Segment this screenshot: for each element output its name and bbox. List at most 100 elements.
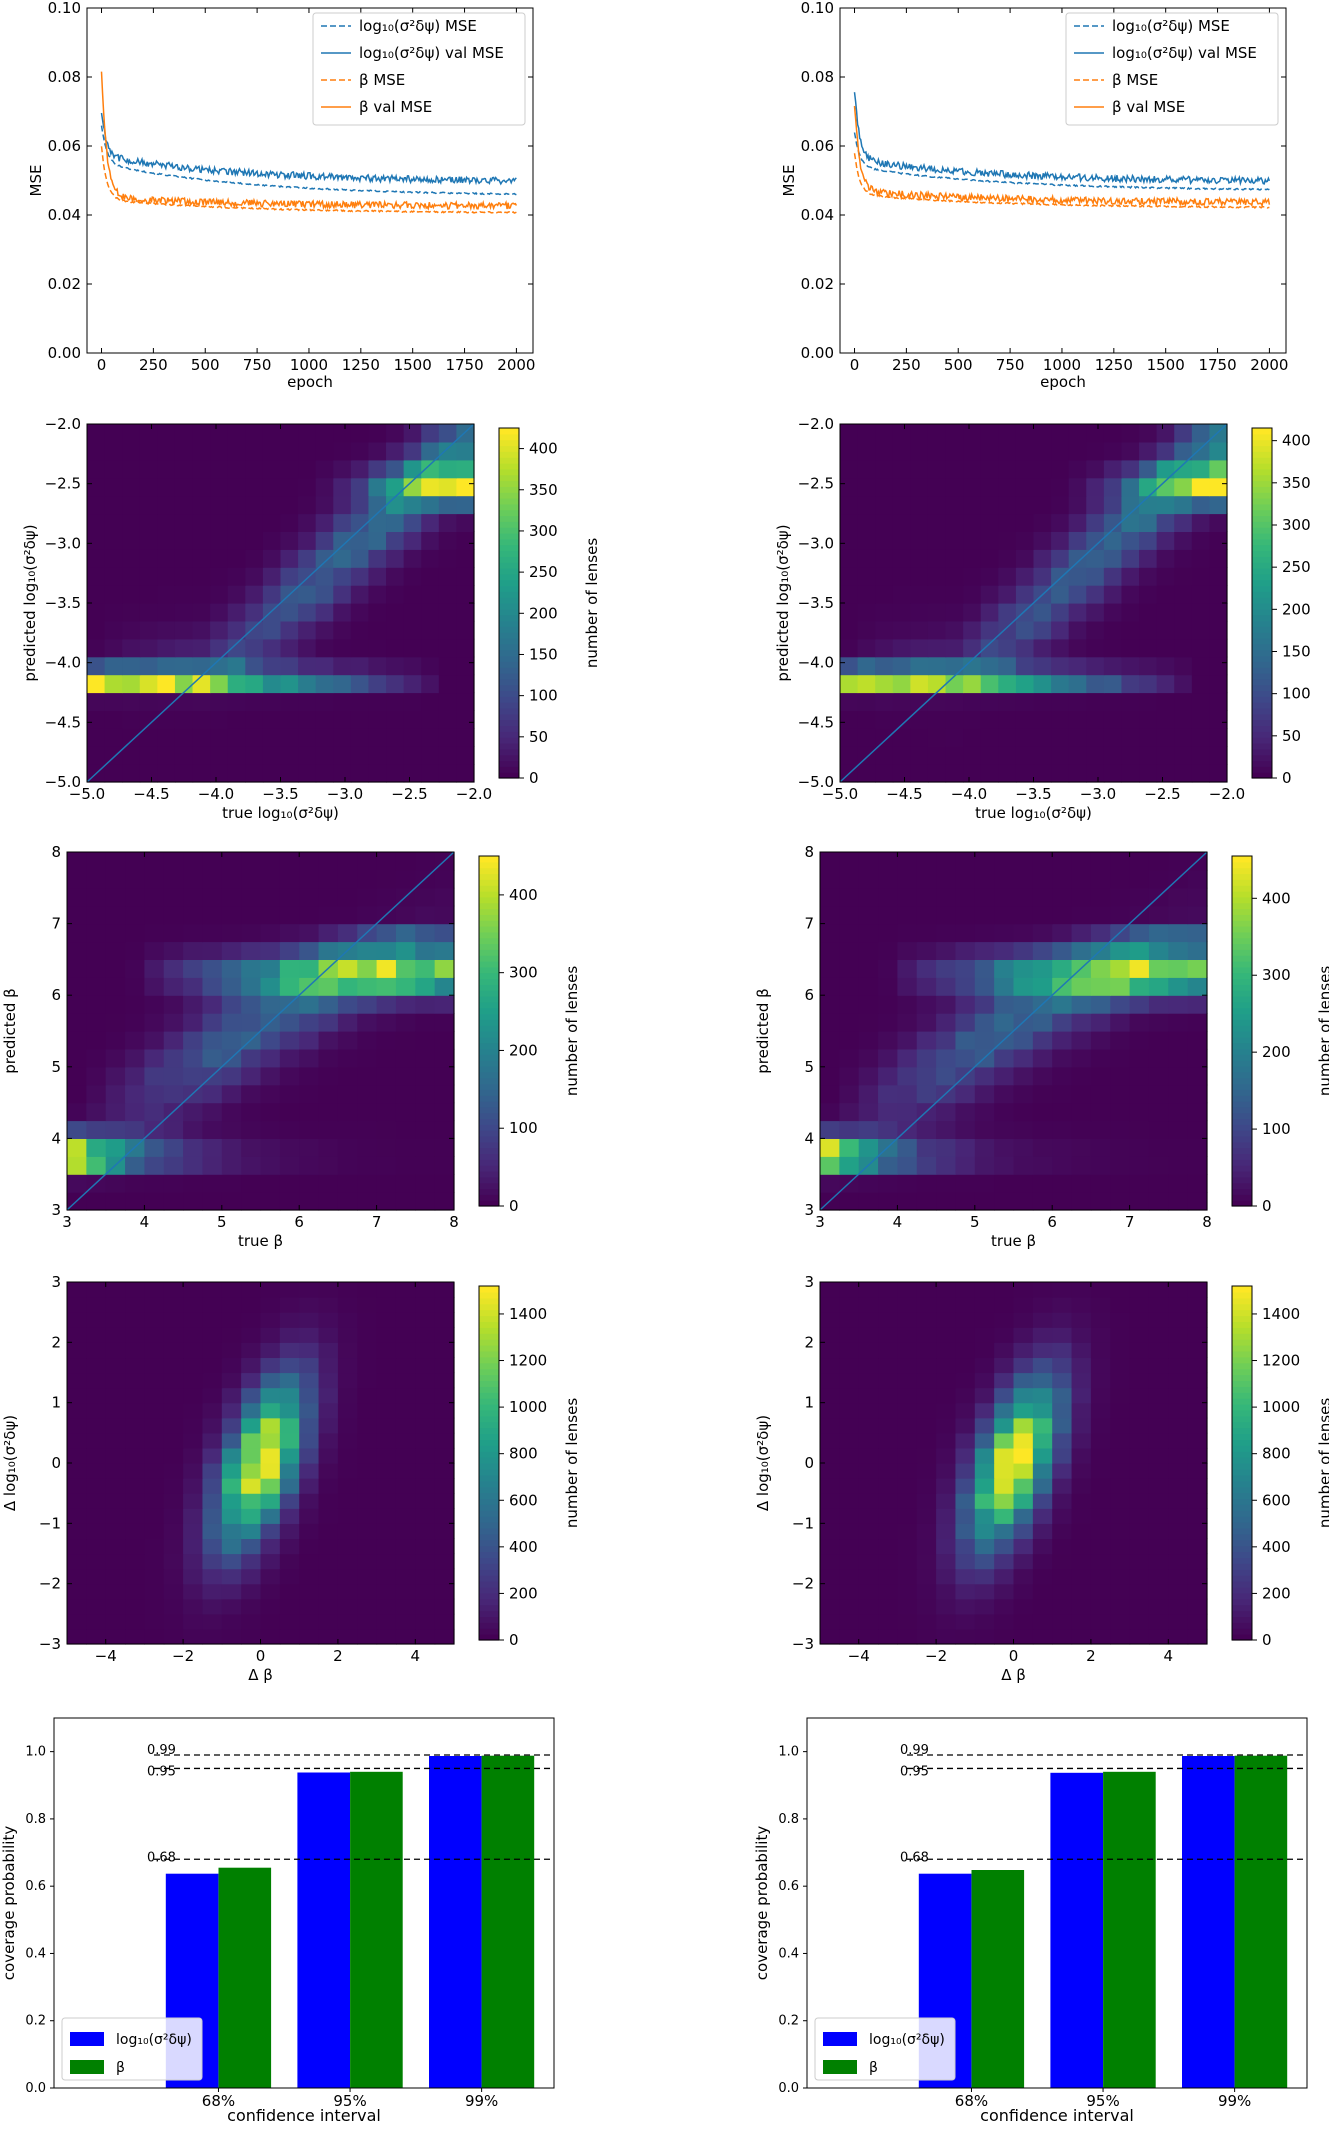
colorbar-segment	[1232, 902, 1252, 910]
heatmap-cell	[183, 1174, 204, 1193]
heatmap-cell	[910, 495, 929, 515]
heatmap-cell	[1187, 1372, 1208, 1389]
heatmap-cell	[1129, 1102, 1150, 1122]
heatmap-cell	[395, 1013, 416, 1032]
heatmap-cell	[1013, 1432, 1034, 1449]
heatmap-cell	[438, 424, 458, 443]
heatmap-cell	[1148, 869, 1169, 889]
heatmap-cell	[299, 1312, 320, 1328]
heatmap-cell	[368, 495, 387, 515]
heatmap-cell	[157, 477, 176, 497]
heatmap-cell	[1013, 1048, 1034, 1068]
heatmap-cell	[945, 728, 964, 747]
heatmap-cell	[210, 441, 229, 461]
colorbar-segment	[479, 1315, 499, 1322]
heatmap-cell	[974, 1387, 995, 1404]
heatmap-cell	[299, 941, 320, 960]
heatmap-cell	[974, 1402, 995, 1419]
heatmap-cell	[974, 1508, 995, 1524]
heatmap-cell	[878, 1463, 898, 1479]
heatmap-cell	[337, 1102, 358, 1122]
heatmap-cell	[839, 923, 860, 943]
heatmap-cell	[434, 1031, 455, 1050]
heatmap-cell	[878, 1583, 898, 1600]
colorbar-segment	[1232, 1498, 1252, 1505]
heatmap-cell	[438, 531, 458, 550]
heatmap-cell	[1052, 1357, 1073, 1374]
colorbar-segment	[479, 1581, 499, 1588]
colorbar-segment	[1252, 620, 1272, 627]
heatmap-cell	[241, 1387, 262, 1404]
heatmap-cell	[183, 1402, 204, 1419]
heatmap-cell	[144, 1013, 165, 1032]
heatmap-cell	[1139, 441, 1158, 461]
heatmap-cell	[840, 459, 859, 479]
heatmap-cell	[916, 1342, 937, 1359]
colorbar-segment	[479, 1380, 499, 1387]
heatmap-cell	[368, 656, 387, 676]
heatmap-cell	[1168, 1432, 1189, 1449]
heatmap-cell	[936, 1478, 957, 1494]
heatmap-cell	[104, 692, 123, 711]
heatmap-cell	[357, 1568, 378, 1585]
colorbar-segment	[1252, 556, 1272, 563]
heatmap-cell	[241, 1583, 262, 1600]
heatmap-cell	[67, 1084, 87, 1104]
heatmap-cell	[350, 710, 370, 729]
heatmap-cell	[1129, 1613, 1150, 1630]
heatmap-cell	[105, 923, 126, 943]
x-tick-label: 500	[944, 356, 973, 374]
heatmap-cell	[1052, 1312, 1073, 1328]
heatmap-cell	[456, 441, 475, 461]
heatmap-cell	[415, 852, 436, 871]
heatmap-cell	[839, 1417, 860, 1434]
heatmap-cell	[280, 728, 299, 747]
heatmap-cell	[998, 585, 1017, 604]
colorbar-segment	[499, 678, 519, 686]
heatmap-cell	[945, 513, 964, 532]
colorbar-segment	[1252, 433, 1272, 441]
heatmap-cell	[1209, 441, 1228, 461]
heatmap-cell	[125, 869, 145, 889]
x-tick-label: −3.0	[327, 785, 363, 803]
heatmap-cell	[434, 1417, 455, 1434]
heatmap-cell	[820, 1156, 840, 1175]
heatmap-cell	[318, 1478, 339, 1494]
heatmap-cell	[963, 638, 982, 658]
colorbar-segment	[499, 474, 519, 482]
heatmap-cell	[878, 959, 898, 978]
heatmap-cell	[298, 656, 317, 676]
heatmap-cell	[86, 941, 107, 960]
heatmap-cell	[144, 1327, 165, 1343]
heatmap-cell	[858, 1628, 879, 1645]
colorbar-segment	[1252, 696, 1272, 703]
heatmap-cell	[105, 1297, 126, 1313]
heatmap-cell	[1032, 941, 1053, 960]
heatmap-cell	[1168, 1372, 1189, 1389]
heatmap-cell	[350, 459, 370, 479]
heatmap-cell	[245, 674, 264, 694]
heatmap-cell	[945, 746, 964, 765]
heatmap-cell	[163, 1297, 184, 1313]
identity-line	[819, 851, 1208, 1211]
y-tick-label: 5	[51, 1058, 61, 1076]
heatmap-cell	[1052, 1297, 1073, 1313]
heatmap-cell	[1071, 1327, 1092, 1343]
heatmap-cell	[1052, 1156, 1073, 1175]
heatmap-cell	[936, 1463, 957, 1479]
heatmap-cell	[368, 728, 387, 747]
heatmap-cell	[456, 728, 475, 747]
heatmap-cell	[955, 1463, 976, 1479]
heatmap-cell	[105, 1553, 126, 1570]
heatmap-cell	[245, 567, 264, 586]
heatmap-cell	[1187, 1402, 1208, 1419]
heatmap-cell	[67, 887, 87, 907]
heatmap-cell	[87, 549, 106, 568]
heatmap-cell	[974, 1327, 995, 1343]
heatmap-cell	[1156, 531, 1175, 550]
heatmap-cell	[1110, 1174, 1131, 1193]
colorbar-segment	[499, 451, 519, 458]
heatmap-cell	[456, 513, 475, 532]
y-tick-label: 4	[804, 1129, 814, 1147]
colorbar-segment	[499, 632, 519, 639]
